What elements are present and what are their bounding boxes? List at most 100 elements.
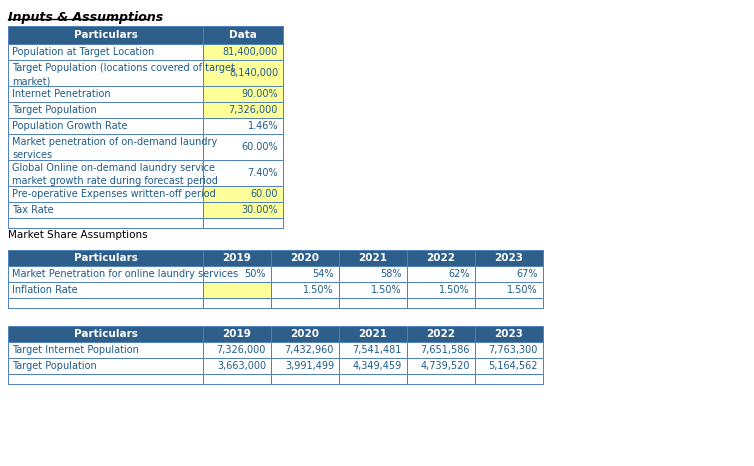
- Bar: [8, 60, 203, 86]
- Text: Particulars: Particulars: [74, 30, 137, 40]
- Bar: [203, 282, 271, 298]
- Bar: [203, 374, 271, 384]
- Text: 7,326,000: 7,326,000: [216, 345, 266, 355]
- Bar: [339, 250, 407, 266]
- Text: 60.00: 60.00: [250, 189, 278, 199]
- Bar: [475, 266, 543, 282]
- Text: 7,326,000: 7,326,000: [228, 105, 278, 115]
- Bar: [339, 266, 407, 282]
- Text: Population Growth Rate: Population Growth Rate: [12, 121, 127, 131]
- Bar: [203, 86, 283, 102]
- Bar: [203, 218, 283, 228]
- Bar: [8, 186, 203, 202]
- Bar: [203, 134, 283, 160]
- Text: services: services: [12, 150, 52, 160]
- Text: market): market): [12, 76, 51, 86]
- Bar: [203, 186, 283, 202]
- Bar: [407, 298, 475, 308]
- Text: 7,651,586: 7,651,586: [421, 345, 470, 355]
- Text: Data: Data: [229, 30, 257, 40]
- Text: Market Penetration for online laundry services: Market Penetration for online laundry se…: [12, 269, 238, 279]
- Bar: [8, 282, 203, 298]
- Text: Particulars: Particulars: [74, 329, 137, 339]
- Bar: [339, 282, 407, 298]
- Text: 2020: 2020: [290, 253, 320, 263]
- Bar: [203, 44, 283, 60]
- Bar: [475, 250, 543, 266]
- Bar: [475, 342, 543, 358]
- Bar: [8, 218, 203, 228]
- Bar: [339, 342, 407, 358]
- Bar: [8, 118, 203, 134]
- Text: Population at Target Location: Population at Target Location: [12, 47, 155, 57]
- Text: 2023: 2023: [495, 329, 523, 339]
- Bar: [407, 374, 475, 384]
- Text: 3,991,499: 3,991,499: [285, 361, 334, 371]
- Text: 1.50%: 1.50%: [372, 285, 402, 295]
- Bar: [203, 202, 283, 218]
- Bar: [8, 374, 203, 384]
- Text: 2019: 2019: [222, 253, 251, 263]
- Bar: [339, 374, 407, 384]
- Bar: [203, 102, 283, 118]
- Text: Target Population (locations covered of target: Target Population (locations covered of …: [12, 63, 235, 73]
- Bar: [8, 358, 203, 374]
- Bar: [339, 298, 407, 308]
- Text: 1.50%: 1.50%: [507, 285, 538, 295]
- Text: 50%: 50%: [244, 269, 266, 279]
- Bar: [407, 266, 475, 282]
- Text: 4,349,459: 4,349,459: [353, 361, 402, 371]
- Bar: [203, 250, 271, 266]
- Bar: [271, 358, 339, 374]
- Bar: [8, 86, 203, 102]
- Bar: [339, 326, 407, 342]
- Bar: [203, 160, 283, 186]
- Text: 81,400,000: 81,400,000: [222, 47, 278, 57]
- Text: 8,140,000: 8,140,000: [229, 68, 278, 78]
- Text: 2023: 2023: [495, 253, 523, 263]
- Bar: [407, 282, 475, 298]
- Bar: [203, 358, 271, 374]
- Text: Tax Rate: Tax Rate: [12, 205, 54, 215]
- Bar: [8, 250, 203, 266]
- Bar: [339, 358, 407, 374]
- Text: Global Online on-demand laundry service: Global Online on-demand laundry service: [12, 163, 215, 173]
- Text: Target Internet Population: Target Internet Population: [12, 345, 139, 355]
- Text: Market Share Assumptions: Market Share Assumptions: [8, 230, 148, 240]
- Text: 5,164,562: 5,164,562: [489, 361, 538, 371]
- Bar: [8, 266, 203, 282]
- Text: 7,432,960: 7,432,960: [284, 345, 334, 355]
- Bar: [271, 326, 339, 342]
- Bar: [475, 358, 543, 374]
- Text: Pre-operative Expenses written-off period: Pre-operative Expenses written-off perio…: [12, 189, 216, 199]
- Text: Particulars: Particulars: [74, 253, 137, 263]
- Bar: [203, 298, 271, 308]
- Bar: [271, 374, 339, 384]
- Bar: [407, 250, 475, 266]
- Bar: [8, 342, 203, 358]
- Text: 54%: 54%: [312, 269, 334, 279]
- Bar: [407, 358, 475, 374]
- Bar: [271, 282, 339, 298]
- Bar: [8, 202, 203, 218]
- Bar: [407, 326, 475, 342]
- Bar: [475, 298, 543, 308]
- Text: 1.46%: 1.46%: [247, 121, 278, 131]
- Bar: [8, 298, 203, 308]
- Text: market growth rate during forecast period: market growth rate during forecast perio…: [12, 176, 218, 186]
- Text: 67%: 67%: [516, 269, 538, 279]
- Bar: [203, 60, 283, 86]
- Text: 62%: 62%: [449, 269, 470, 279]
- Bar: [8, 134, 203, 160]
- Text: 7.40%: 7.40%: [247, 168, 278, 178]
- Text: Target Population: Target Population: [12, 361, 97, 371]
- Bar: [203, 342, 271, 358]
- Bar: [203, 26, 283, 44]
- Text: 2020: 2020: [290, 329, 320, 339]
- Text: 60.00%: 60.00%: [241, 142, 278, 152]
- Text: Internet Penetration: Internet Penetration: [12, 89, 111, 99]
- Text: 3,663,000: 3,663,000: [217, 361, 266, 371]
- Bar: [203, 266, 271, 282]
- Text: Inflation Rate: Inflation Rate: [12, 285, 78, 295]
- Text: 7,541,481: 7,541,481: [353, 345, 402, 355]
